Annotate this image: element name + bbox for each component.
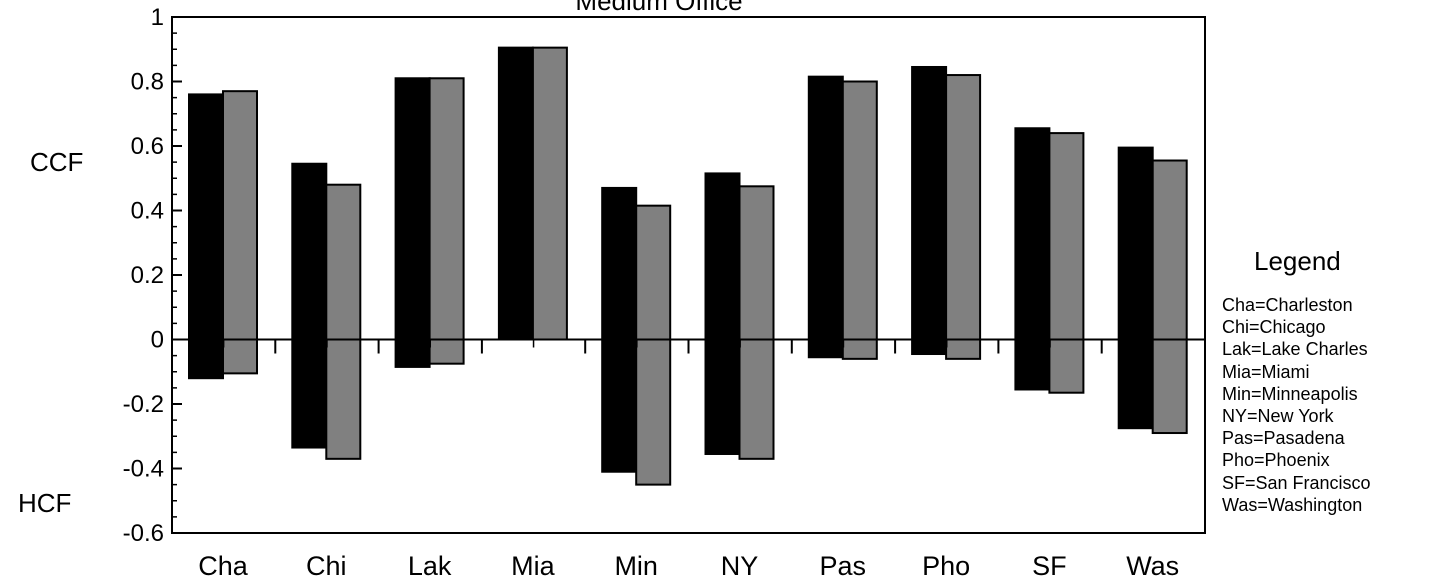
bar-black-ccf	[497, 46, 534, 341]
bar-gray-hcf	[222, 338, 258, 375]
bar-black-ccf	[704, 172, 741, 341]
bar-gray-ccf	[738, 185, 775, 341]
x-tick-label: Pas	[820, 551, 867, 581]
bar-gray-ccf	[635, 204, 672, 341]
legend-entry: Was=Washington	[1222, 494, 1363, 515]
legend-entry: NY=New York	[1222, 406, 1334, 427]
legend-entry: Pas=Pasadena	[1222, 428, 1345, 449]
bar-black-hcf	[1014, 338, 1051, 391]
bar-black-hcf	[1117, 338, 1154, 430]
bar-gray-hcf	[841, 338, 878, 360]
bar-black-ccf	[911, 65, 948, 341]
y-tick-label: 0.8	[131, 69, 164, 96]
bar-gray-ccf	[945, 74, 982, 341]
legend-title: Legend	[1254, 246, 1341, 276]
bar-black-ccf	[291, 162, 328, 341]
y-tick-label: 0.6	[131, 133, 164, 160]
bar-black-hcf	[911, 338, 948, 356]
bar-gray-ccf	[428, 77, 465, 341]
legend-entry: Pho=Phoenix	[1222, 450, 1330, 471]
bar-black-hcf	[188, 338, 224, 380]
y-tick-label: 0.2	[131, 262, 164, 289]
legend-list: Cha=Charleston Chi=Chicago Lak=Lake Char…	[1222, 294, 1442, 516]
x-tick-label: SF	[1032, 551, 1067, 581]
x-tick-label: Was	[1126, 551, 1179, 581]
ylabel-ccf: CCF	[30, 147, 83, 177]
x-tick-label: Pho	[922, 551, 970, 581]
legend-entry: Lak=Lake Charles	[1222, 339, 1368, 360]
bar-black-ccf	[394, 77, 431, 341]
x-tick-label: Cha	[198, 551, 249, 581]
legend-entry: Min=Minneapolis	[1222, 383, 1358, 404]
bar-black-ccf	[1117, 146, 1154, 341]
bar-gray-hcf	[945, 338, 982, 360]
bar-gray-ccf	[222, 90, 258, 341]
x-tick-label: Lak	[408, 551, 452, 581]
legend-entry: Mia=Miami	[1222, 361, 1310, 382]
bar-gray-ccf	[325, 183, 362, 341]
bar-gray-hcf	[635, 338, 672, 486]
y-tick-label: -0.4	[123, 456, 164, 483]
bar-black-hcf	[704, 338, 741, 455]
bar-black-hcf	[291, 338, 328, 449]
ylabel-hcf: HCF	[18, 488, 71, 518]
bar-gray-hcf	[1151, 338, 1188, 435]
x-tick-label: Min	[614, 551, 658, 581]
legend-entry: Cha=Charleston	[1222, 295, 1353, 315]
bar-gray-ccf	[1048, 132, 1085, 341]
legend-entry: SF=San Francisco	[1222, 472, 1371, 493]
bar-black-ccf	[188, 93, 224, 341]
x-tick-label: Chi	[306, 551, 347, 581]
bar-gray-hcf	[428, 338, 465, 365]
x-tick-label: Mia	[511, 551, 555, 581]
bar-gray-hcf	[738, 338, 775, 460]
bar-black-ccf	[601, 186, 638, 341]
bar-gray-ccf	[531, 46, 568, 341]
x-tick-label: NY	[721, 551, 759, 581]
bar-black-hcf	[394, 338, 431, 368]
bar-black-hcf	[601, 338, 638, 473]
legend: Legend Cha=Charleston Chi=Chicago Lak=La…	[1222, 246, 1442, 516]
y-tick-label: -0.2	[123, 391, 164, 418]
y-tick-label: 1	[151, 4, 164, 31]
bar-black-ccf	[1014, 127, 1051, 341]
bar-gray-hcf	[325, 338, 362, 460]
bar-black-ccf	[807, 75, 844, 341]
chart-title: Medium Office	[575, 0, 742, 16]
bar-gray-hcf	[1048, 338, 1085, 394]
bar-gray-ccf	[1151, 159, 1188, 341]
y-tick-label: 0	[151, 327, 164, 354]
bar-gray-ccf	[841, 80, 878, 341]
legend-entry: Chi=Chicago	[1222, 317, 1326, 338]
y-tick-label: -0.6	[123, 520, 164, 547]
bar-black-hcf	[807, 338, 844, 359]
y-tick-label: 0.4	[131, 198, 164, 225]
